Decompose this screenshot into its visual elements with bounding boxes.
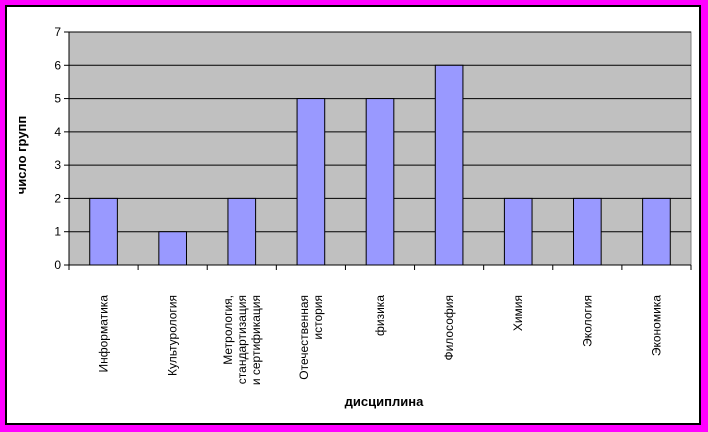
x-tick-label: история — [311, 295, 325, 340]
y-tick-label: 3 — [54, 158, 61, 172]
y-tick-label: 1 — [54, 225, 61, 239]
x-tick-labels: Информатика Культурология Метрология, станд… — [97, 295, 664, 385]
bar — [296, 98, 326, 266]
bar — [158, 231, 187, 266]
x-tick-label: Экология — [580, 295, 594, 347]
bar — [503, 197, 533, 266]
x-tick-label: Отечественная — [297, 295, 311, 380]
x-axis-label: дисциплина — [345, 394, 424, 409]
y-tick-label: 6 — [54, 58, 61, 72]
y-tick-label: 5 — [54, 92, 61, 106]
y-axis-label: число групп — [14, 116, 29, 195]
x-tick-label: Экономика — [649, 295, 663, 356]
x-tick-label: Химия — [511, 295, 525, 331]
bar — [365, 98, 395, 266]
axes — [64, 31, 692, 270]
x-tick-label: физика — [373, 295, 387, 336]
y-tick-label: 0 — [54, 258, 61, 272]
bar — [642, 197, 671, 266]
y-tick-label: 4 — [54, 125, 61, 139]
y-tick-label: 7 — [54, 25, 61, 39]
x-tick-label: Метрология, — [221, 295, 235, 365]
bar — [227, 197, 257, 266]
x-tick-label: и сертификация — [249, 295, 263, 385]
bar — [434, 64, 464, 266]
bar — [89, 197, 118, 266]
bar — [573, 197, 602, 266]
chart-frame: 0 1 2 3 4 5 6 7 Информатика Культурология Метроло… — [5, 5, 701, 425]
bars — [89, 64, 671, 266]
x-tick-label: Информатика — [97, 295, 111, 373]
x-tick-label: Культурология — [166, 295, 180, 376]
y-tick-labels: 0 1 2 3 4 5 6 7 — [54, 25, 61, 272]
x-tick-label: Философия — [442, 295, 456, 361]
x-tick-label: стандартизация — [235, 295, 249, 384]
y-tick-label: 2 — [54, 191, 61, 205]
bar-chart: 0 1 2 3 4 5 6 7 Информатика Культурология Метроло… — [14, 25, 692, 409]
